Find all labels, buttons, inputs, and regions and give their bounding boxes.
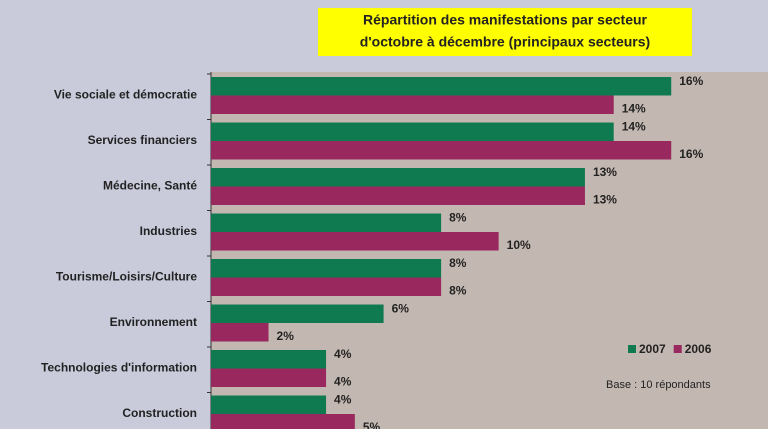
bar [211, 414, 355, 429]
bar [211, 213, 442, 232]
bar [211, 186, 585, 205]
bar [211, 304, 384, 323]
legend-label: 2007 [639, 342, 666, 356]
data-label: 13% [593, 165, 617, 179]
y-tick-label: Vie sociale et démocratie [54, 88, 198, 102]
data-label: 6% [392, 302, 410, 316]
chart-title: d'octobre à décembre (principaux secteur… [360, 34, 650, 50]
bar [211, 277, 442, 296]
y-tick-label: Services financiers [88, 133, 198, 147]
y-tick-label: Industries [140, 224, 198, 238]
bar [211, 395, 327, 414]
data-label: 8% [449, 256, 467, 270]
data-label: 4% [334, 393, 352, 407]
y-tick-label: Environnement [110, 315, 197, 329]
data-label: 16% [679, 74, 703, 88]
chart-title: Répartition des manifestations par secte… [363, 12, 648, 28]
y-tick-label: Technologies d'information [41, 361, 197, 375]
legend-label: 2006 [685, 342, 712, 356]
bar [211, 95, 614, 114]
data-label: 8% [449, 284, 467, 298]
y-tick-label: Médecine, Santé [103, 179, 197, 193]
legend-swatch [628, 345, 636, 353]
bar [211, 232, 499, 251]
bar [211, 77, 672, 96]
data-label: 4% [334, 347, 352, 361]
bar [211, 368, 327, 387]
bar [211, 350, 327, 369]
bar [211, 141, 672, 160]
data-label: 8% [449, 211, 467, 225]
data-label: 5% [363, 420, 381, 429]
data-label: 10% [507, 238, 531, 252]
bar [211, 168, 585, 187]
bar [211, 323, 269, 342]
note: Base : 10 répondants [606, 379, 711, 391]
data-label: 13% [593, 193, 617, 207]
legend-swatch [673, 345, 682, 353]
y-tick-label: Tourisme/Loisirs/Culture [56, 270, 197, 284]
y-tick-label: Construction [122, 406, 197, 420]
data-label: 14% [622, 102, 646, 116]
data-label: 4% [334, 375, 352, 389]
bar [211, 259, 442, 278]
data-label: 16% [679, 147, 703, 161]
title-box [318, 8, 692, 56]
data-label: 2% [277, 329, 295, 343]
bar [211, 122, 614, 141]
data-label: 14% [622, 120, 646, 134]
